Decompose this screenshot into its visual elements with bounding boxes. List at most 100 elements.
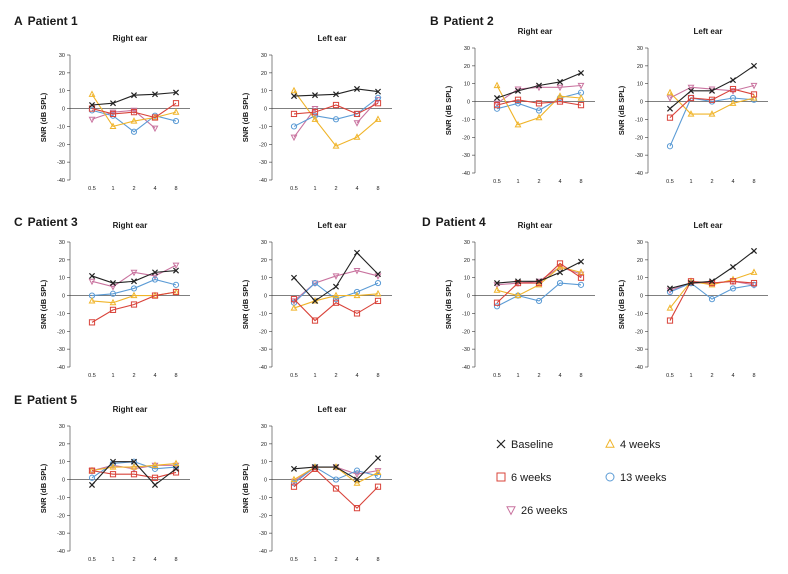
y-tick-label: -10 [635, 311, 643, 317]
data-point-26-weeks [353, 120, 361, 127]
y-tick-label: -20 [57, 513, 65, 519]
data-point-6-weeks [750, 279, 758, 287]
data-point-6-weeks [88, 319, 96, 326]
series-13-weeks [88, 276, 180, 299]
data-point-6-weeks [353, 505, 361, 512]
legend-marker-26-weeks [506, 506, 516, 516]
data-point-4-weeks [88, 466, 96, 474]
data-point-13-weeks [493, 303, 501, 310]
y-tick-label: 30 [464, 46, 470, 52]
series-line-13-weeks [669, 97, 755, 147]
data-point-6-weeks [172, 288, 180, 296]
data-point-6-weeks [493, 299, 501, 306]
legend-marker-circle-icon [605, 472, 615, 482]
x-tick-label: 1 [313, 557, 316, 563]
data-point-6-weeks [151, 474, 159, 481]
chart-title: Left ear [318, 221, 347, 230]
legend-marker-13-weeks [605, 472, 615, 482]
legend-item-6-weeks: 6 weeks [496, 472, 552, 484]
series-line-4-weeks [496, 85, 582, 126]
data-point-4-weeks [556, 263, 564, 270]
data-point-26-weeks [666, 95, 674, 102]
series-baseline [290, 249, 382, 304]
chart-b-left-ear: Left ear -40 -30 -20 -10 0 10 20 30 0.5 1 2 4 8 SNR (d… [617, 27, 768, 185]
data-point-4-weeks [130, 463, 138, 470]
series-line-6-weeks [293, 468, 379, 509]
data-point-6-weeks [666, 114, 674, 121]
data-point-13-weeks [290, 480, 298, 487]
series-line-26-weeks [496, 84, 582, 104]
x-tick-label: 0.5 [493, 373, 501, 379]
data-point-13-weeks [708, 296, 716, 303]
chart-title: Right ear [518, 27, 553, 36]
data-point-baseline [708, 87, 716, 94]
y-axis-label: SNR (dB SPL) [241, 463, 250, 513]
data-point-6-weeks [666, 317, 674, 324]
data-point-4-weeks [353, 133, 361, 140]
x-tick-label: 0.5 [493, 179, 501, 185]
x-tick-label: 8 [174, 557, 177, 563]
data-point-6-weeks [332, 101, 340, 109]
y-tick-label: 0 [467, 294, 470, 300]
data-point-baseline [666, 105, 674, 112]
y-tick-label: -10 [259, 495, 267, 501]
data-point-6-weeks [109, 471, 117, 478]
data-point-13-weeks [374, 472, 382, 480]
data-point-6-weeks [130, 301, 138, 308]
y-tick-label: 20 [261, 71, 267, 77]
chart-title: Left ear [318, 405, 347, 414]
y-axis-label: SNR (dB SPL) [39, 279, 48, 329]
x-tick-label: 2 [537, 373, 540, 379]
series-line-6-weeks [293, 102, 379, 115]
data-point-6-weeks [374, 100, 382, 107]
data-point-13-weeks [290, 123, 298, 130]
data-point-4-weeks [290, 86, 298, 94]
y-tick-label: -40 [462, 365, 470, 371]
data-point-baseline [88, 272, 96, 279]
y-tick-label: -10 [57, 124, 65, 130]
panel-title-a: A Patient 1 [14, 14, 78, 28]
data-point-4-weeks [556, 92, 564, 99]
x-tick-label: 8 [174, 373, 177, 379]
data-point-6-weeks [353, 310, 361, 317]
data-point-6-weeks [311, 109, 319, 116]
data-point-6-weeks [311, 317, 319, 324]
data-point-6-weeks [708, 96, 716, 103]
data-point-baseline [311, 297, 319, 304]
y-tick-label: 10 [59, 89, 65, 95]
y-tick-label: 0 [62, 478, 65, 484]
data-point-6-weeks [374, 297, 382, 305]
series-13-weeks [666, 279, 758, 303]
data-point-4-weeks [514, 291, 522, 299]
y-axis-label: SNR (dB SPL) [617, 85, 626, 135]
data-point-4-weeks [151, 461, 159, 468]
legend-marker-4-weeks [605, 438, 615, 448]
data-point-baseline [687, 87, 695, 94]
data-point-baseline [353, 249, 361, 256]
data-point-6-weeks [374, 483, 382, 490]
y-tick-label: 30 [637, 46, 643, 52]
data-point-4-weeks [311, 115, 319, 122]
panel-title-c: C Patient 3 [14, 215, 78, 229]
series-4-weeks [666, 268, 758, 311]
y-tick-label: 0 [264, 294, 267, 300]
data-point-4-weeks [374, 468, 382, 476]
x-tick-label: 1 [111, 373, 114, 379]
x-tick-label: 8 [579, 373, 582, 379]
x-tick-label: 1 [689, 179, 692, 185]
data-point-4-weeks [708, 110, 716, 117]
data-point-baseline [311, 92, 319, 99]
data-point-6-weeks [332, 299, 340, 306]
x-tick-label: 1 [111, 186, 114, 192]
data-point-baseline [109, 458, 117, 465]
data-point-baseline [577, 258, 585, 265]
y-tick-label: -10 [57, 311, 65, 317]
data-point-baseline [290, 274, 298, 281]
y-axis-label: SNR (dB SPL) [39, 92, 48, 142]
data-point-4-weeks [88, 90, 96, 97]
data-point-4-weeks [577, 268, 585, 275]
data-point-6-weeks [88, 105, 96, 112]
data-point-13-weeks [535, 297, 543, 305]
data-point-baseline [535, 278, 543, 285]
